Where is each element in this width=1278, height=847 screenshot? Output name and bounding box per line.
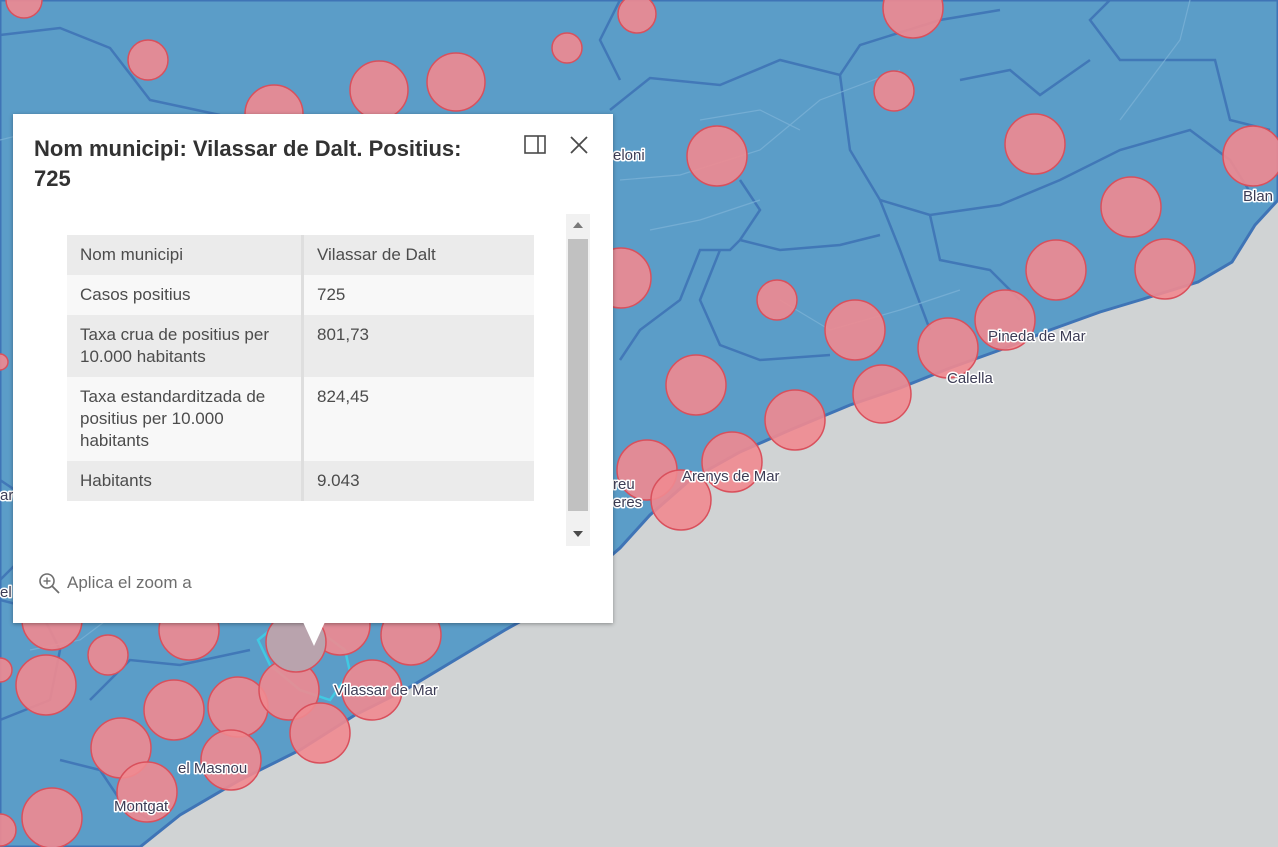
popup-pointer: [303, 622, 325, 646]
case-circle[interactable]: [852, 364, 912, 424]
table-row: Taxa estandarditzada de positius per 10.…: [67, 377, 534, 461]
case-circle[interactable]: [127, 39, 169, 81]
table-row: Taxa crua de positius per 10.000 habitan…: [67, 315, 534, 377]
case-circle[interactable]: [341, 659, 403, 721]
field-name: Nom municipi: [67, 235, 304, 275]
case-circle[interactable]: [0, 657, 13, 683]
case-circle[interactable]: [824, 299, 886, 361]
attribute-table: Nom municipi Vilassar de Dalt Casos posi…: [67, 235, 534, 501]
case-circle[interactable]: [21, 787, 83, 847]
case-circle[interactable]: [764, 389, 826, 451]
case-circle[interactable]: [551, 32, 583, 64]
case-circle[interactable]: [1100, 176, 1162, 238]
place-label-eloni: eloni: [613, 147, 645, 164]
case-circle[interactable]: [200, 729, 262, 791]
scroll-down-arrow-icon[interactable]: [566, 522, 590, 546]
field-value: 824,45: [317, 387, 369, 406]
popup-scrollbar[interactable]: [566, 214, 590, 546]
case-circle[interactable]: [882, 0, 944, 39]
place-label-vilassar-de-mar: Vilassar de Mar: [334, 682, 438, 699]
field-name: Casos positius: [67, 275, 304, 315]
popup-title: Nom municipi: Vilassar de Dalt. Positius…: [34, 136, 462, 191]
zoom-to-label: Aplica el zoom a: [67, 573, 192, 592]
case-circle[interactable]: [349, 60, 409, 120]
scroll-thumb[interactable]: [568, 239, 588, 511]
case-circle[interactable]: [15, 654, 77, 716]
case-circle[interactable]: [5, 0, 43, 19]
case-circle[interactable]: [617, 0, 657, 34]
field-value: Vilassar de Dalt: [317, 245, 436, 264]
case-circle[interactable]: [116, 761, 178, 823]
place-label-arenys-de-mar: Arenys de Mar: [682, 468, 780, 485]
place-label-pineda-de-mar: Pineda de Mar: [988, 328, 1086, 345]
case-circle[interactable]: [686, 125, 748, 187]
table-row: Casos positius 725: [67, 275, 534, 315]
dock-icon[interactable]: [523, 133, 547, 157]
field-value: 801,73: [317, 325, 369, 344]
case-circle[interactable]: [1025, 239, 1087, 301]
case-circle[interactable]: [1004, 113, 1066, 175]
case-circle[interactable]: [426, 52, 486, 112]
case-circle[interactable]: [701, 431, 763, 493]
case-circle[interactable]: [0, 353, 9, 371]
case-circle[interactable]: [974, 289, 1036, 351]
case-circle[interactable]: [0, 813, 17, 847]
field-name: Habitants: [67, 461, 304, 501]
case-circle[interactable]: [665, 354, 727, 416]
place-label-el: el: [0, 584, 12, 601]
case-circle[interactable]: [873, 70, 915, 112]
case-circle[interactable]: [1222, 125, 1278, 187]
zoom-to-button[interactable]: Aplica el zoom a: [37, 570, 192, 596]
zoom-in-icon: [39, 573, 60, 594]
place-label-reu: reu: [613, 476, 635, 493]
field-name: Taxa crua de positius per 10.000 habitan…: [67, 315, 304, 377]
place-label-montgat: Montgat: [114, 798, 169, 815]
feature-popup: Nom municipi: Vilassar de Dalt. Positius…: [13, 114, 613, 623]
case-circle[interactable]: [1134, 238, 1196, 300]
field-value: 9.043: [317, 471, 360, 490]
case-circle[interactable]: [87, 634, 129, 676]
case-circle[interactable]: [917, 317, 979, 379]
case-circle[interactable]: [650, 469, 712, 531]
case-circle[interactable]: [756, 279, 798, 321]
case-circle[interactable]: [289, 702, 351, 764]
table-row: Nom municipi Vilassar de Dalt: [67, 235, 534, 275]
place-label-el-masnou: el Masnou: [178, 760, 247, 777]
place-label-eres: eres: [613, 494, 642, 511]
table-row: Habitants 9.043: [67, 461, 534, 501]
field-name: Taxa estandarditzada de positius per 10.…: [67, 377, 304, 461]
scroll-up-arrow-icon[interactable]: [566, 214, 590, 236]
close-icon[interactable]: [567, 133, 591, 157]
popup-content: Nom municipi Vilassar de Dalt Casos posi…: [67, 235, 534, 501]
field-value: 725: [317, 285, 346, 304]
case-circle[interactable]: [143, 679, 205, 741]
place-label-calella: Calella: [947, 370, 994, 387]
place-labels: Montgat el Masnou Vilassar de Mar Arenys…: [0, 146, 1275, 817]
place-label-blan: Blan: [1243, 188, 1273, 205]
